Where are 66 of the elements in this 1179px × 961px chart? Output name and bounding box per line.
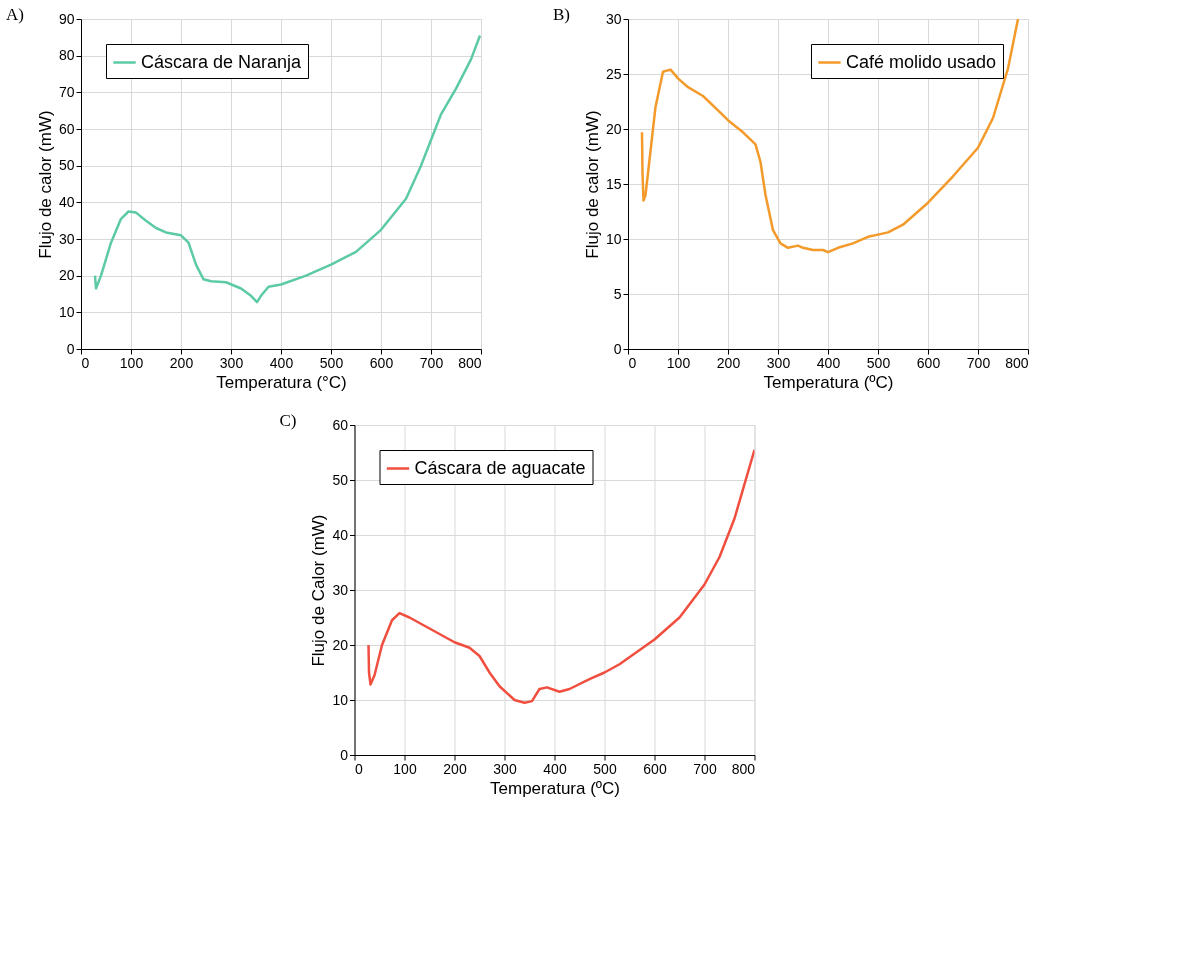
x-tick-label: 800	[731, 760, 756, 777]
y-tick-label: 20	[605, 120, 622, 137]
x-tick-label: 0	[628, 354, 637, 371]
x-tick-label: 700	[966, 354, 991, 371]
x-tick-label: 400	[816, 354, 841, 371]
y-tick-label: 40	[332, 526, 349, 543]
x-axis-title: Temperatura (°C)	[216, 372, 347, 392]
legend-label: Cáscara de aguacate	[414, 457, 586, 478]
y-tick-label: 70	[58, 83, 75, 100]
y-tick-label: 0	[66, 340, 75, 357]
x-tick-label: 400	[543, 760, 567, 777]
x-tick-label: 800	[1005, 354, 1029, 371]
line-series	[93, 34, 481, 304]
x-tick-label: 300	[766, 354, 791, 371]
y-tick-label: 0	[613, 340, 622, 357]
x-axis-title: Temperatura (ºC)	[763, 372, 894, 392]
y-tick-label: 15	[605, 175, 622, 192]
x-tick-label: 400	[269, 354, 294, 371]
x-tick-label: 300	[493, 760, 517, 777]
y-tick-label: 50	[58, 157, 75, 174]
text: C)	[279, 411, 297, 430]
y-axis-title: Flujo de calor (mW)	[582, 110, 602, 259]
y-tick-label: 80	[58, 47, 75, 64]
x-tick-label: 600	[369, 354, 394, 371]
x-tick-label: 200	[443, 760, 467, 777]
line-series	[640, 19, 1020, 254]
y-tick-label: 30	[605, 10, 622, 27]
text: B)	[553, 5, 570, 24]
y-tick-label: 10	[332, 691, 349, 708]
y-axis-title: Flujo de calor (mW)	[35, 110, 55, 259]
x-tick-label: 100	[666, 354, 691, 371]
x-tick-label: 700	[419, 354, 444, 371]
x-tick-label: 0	[355, 760, 363, 777]
y-tick-label: 40	[58, 193, 75, 210]
x-tick-label: 600	[916, 354, 941, 371]
y-tick-label: 0	[340, 746, 349, 763]
y-tick-label: 90	[58, 10, 75, 27]
x-tick-label: 200	[716, 354, 741, 371]
y-axis-title: Flujo de Calor (mW)	[309, 514, 329, 667]
legend-label: Cáscara de Naranja	[141, 51, 303, 72]
y-tick-label: 20	[332, 636, 349, 653]
text: A)	[6, 5, 24, 24]
legend-label: Café molido usado	[846, 51, 997, 72]
x-axis-title: Temperatura (ºC)	[490, 778, 620, 798]
y-tick-label: 25	[605, 65, 622, 82]
x-tick-label: 500	[593, 760, 617, 777]
x-tick-label: 800	[458, 354, 482, 371]
y-tick-label: 20	[58, 267, 75, 284]
y-tick-label: 60	[332, 416, 349, 433]
line-series	[367, 448, 755, 704]
y-tick-label: 10	[58, 303, 75, 320]
x-tick-label: 100	[393, 760, 417, 777]
x-tick-label: 700	[693, 760, 717, 777]
y-tick-label: 60	[58, 120, 75, 137]
x-tick-label: 100	[119, 354, 144, 371]
x-tick-label: 500	[319, 354, 344, 371]
x-tick-label: 0	[81, 354, 90, 371]
x-tick-label: 500	[866, 354, 891, 371]
y-tick-label: 10	[605, 230, 622, 247]
x-tick-label: 200	[169, 354, 194, 371]
y-tick-label: 5	[613, 285, 622, 302]
x-tick-label: 600	[643, 760, 667, 777]
y-tick-label: 30	[332, 581, 349, 598]
y-tick-label: 30	[58, 230, 75, 247]
x-tick-label: 300	[219, 354, 244, 371]
y-tick-label: 50	[332, 471, 349, 488]
